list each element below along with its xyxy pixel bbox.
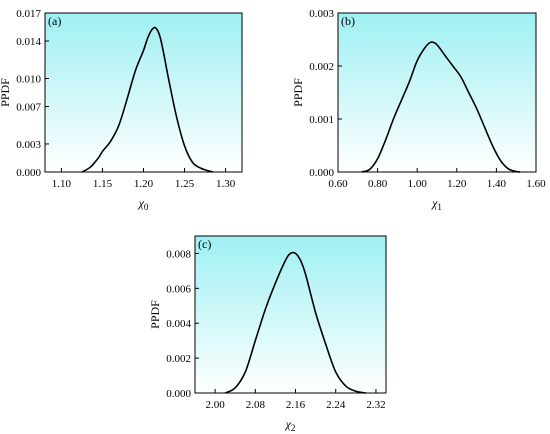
x-tick-label: 0.60: [328, 178, 348, 190]
ppdf-curve: [224, 251, 367, 394]
x-axis-label: χ1: [431, 196, 442, 212]
x-tick-label: 1.20: [134, 178, 154, 190]
y-tick-label: 0.003: [309, 8, 334, 20]
panel-label: (a): [48, 14, 61, 28]
chart-panel-1: 1.10 1.15 1.20 1.25 1.30 0.000 0.003 0.007 0.010…: [0, 8, 243, 212]
y-tick-label: 0.014: [16, 36, 41, 48]
x-tick-label: 2.24: [326, 399, 346, 411]
plot-background: [45, 13, 242, 172]
y-tick-label: 0.008: [166, 248, 191, 260]
y-tick-label: 0.001: [309, 114, 334, 126]
y-tick-label: 0.006: [166, 283, 191, 295]
y-axis-label: PPDF: [0, 78, 12, 107]
y-tick-label: 0.017: [16, 8, 41, 20]
y-tick-label: 0.004: [166, 318, 191, 330]
x-tick-label: 1.00: [408, 178, 428, 190]
x-tick-label: 1.60: [526, 178, 546, 190]
y-axis-label: PPDF: [148, 300, 162, 329]
x-tick-label: 2.08: [246, 399, 266, 411]
x-tick-label: 0.80: [368, 178, 388, 190]
ppdf-curve: [81, 26, 214, 173]
y-tick-label: 0.002: [166, 353, 191, 365]
x-tick-label: 2.00: [205, 399, 225, 411]
x-tick-label: 1.40: [487, 178, 507, 190]
x-tick-label: 2.32: [366, 399, 385, 411]
y-tick-label: 0.007: [16, 102, 41, 114]
x-tick-label: 2.16: [286, 399, 306, 411]
panel-label: (c): [198, 237, 211, 251]
plot-frame: [337, 12, 537, 173]
chart-panel-2: 0.60 0.80 1.00 1.20 1.40 1.60 0.000 0.001 0.002 0…: [291, 8, 546, 212]
y-tick-label: 0.000: [16, 167, 41, 179]
y-axis-label: PPDF: [291, 78, 305, 107]
plot-background: [195, 236, 386, 393]
plot-background: [338, 13, 536, 172]
y-tick-label: 0.003: [16, 139, 41, 151]
x-tick-label: 1.25: [175, 178, 195, 190]
x-tick-label: 1.30: [216, 178, 236, 190]
y-tick-label: 0.010: [16, 73, 41, 85]
x-axis-label: χ2: [285, 417, 296, 433]
x-tick-label: 1.20: [447, 178, 467, 190]
panel-label: (b): [341, 14, 355, 28]
y-tick-label: 0.000: [309, 167, 334, 179]
ppdf-curve: [361, 41, 521, 173]
x-tick-label: 1.10: [52, 178, 72, 190]
y-tick-label: 0.000: [166, 388, 191, 400]
x-tick-label: 1.15: [93, 178, 113, 190]
plot-frame: [194, 235, 387, 394]
y-tick-label: 0.002: [309, 61, 334, 73]
x-axis-label: χ0: [138, 196, 149, 212]
chart-panel-3: 2.00 2.08 2.16 2.24 2.32 0.000 0.002 0.004 0.006…: [148, 235, 387, 433]
